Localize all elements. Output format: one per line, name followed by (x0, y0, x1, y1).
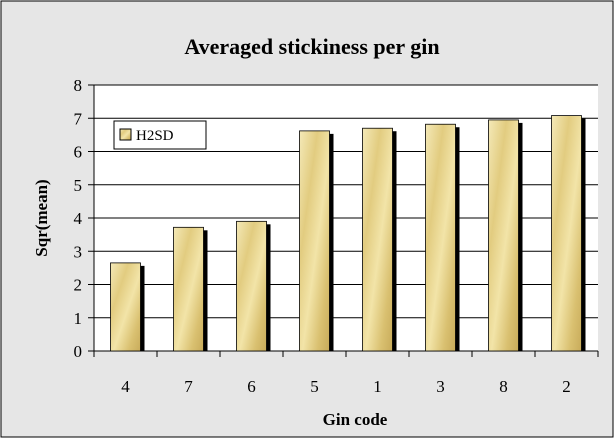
y-tick-label: 6 (74, 143, 83, 162)
y-tick-label: 2 (74, 276, 83, 295)
bar[interactable] (426, 124, 456, 351)
x-tick-label: 2 (562, 377, 571, 396)
legend: H2SD (114, 121, 206, 149)
x-tick-label: 8 (499, 377, 508, 396)
x-tick-label: 4 (121, 377, 130, 396)
x-tick-label: 3 (436, 377, 445, 396)
bar[interactable] (489, 120, 519, 351)
x-axis-label: Gin code (323, 410, 388, 429)
y-tick-label: 1 (74, 309, 83, 328)
bar[interactable] (111, 263, 141, 351)
bar[interactable] (174, 227, 204, 351)
x-tick-label: 5 (310, 377, 319, 396)
y-tick-label: 8 (74, 76, 83, 95)
y-tick-label: 3 (74, 242, 83, 261)
bar[interactable] (300, 131, 330, 351)
y-tick-label: 0 (74, 342, 83, 361)
chart-title: Averaged stickiness per gin (184, 34, 439, 59)
bar[interactable] (237, 221, 267, 351)
y-axis-label: Sqr(mean) (32, 179, 51, 256)
bar[interactable] (363, 128, 393, 351)
bar[interactable] (552, 116, 582, 351)
legend-label: H2SD (136, 128, 174, 144)
x-tick-label: 6 (247, 377, 256, 396)
x-tick-label: 7 (184, 377, 193, 396)
y-tick-label: 7 (74, 109, 83, 128)
legend-swatch (120, 129, 131, 140)
x-tick-label: 1 (373, 377, 382, 396)
y-tick-label: 5 (74, 176, 83, 195)
y-tick-label: 4 (74, 209, 83, 228)
